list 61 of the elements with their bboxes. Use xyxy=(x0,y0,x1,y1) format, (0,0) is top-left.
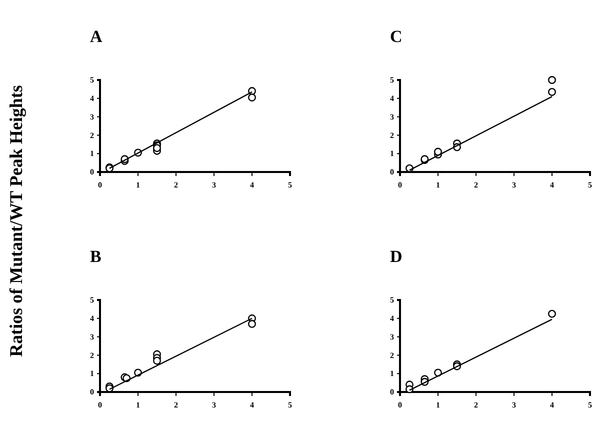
x-tick-label: 1 xyxy=(436,180,440,190)
x-tick-label: 4 xyxy=(250,400,254,410)
y-tick-label: 5 xyxy=(390,76,394,85)
y-tick-label: 5 xyxy=(390,296,394,305)
x-tick-label: 2 xyxy=(174,400,178,410)
y-tick-label: 0 xyxy=(390,388,394,397)
x-tick-label: 5 xyxy=(288,400,292,410)
x-tick-label: 3 xyxy=(512,400,516,410)
point xyxy=(434,148,442,156)
x-tick-label: 1 xyxy=(136,400,140,410)
point xyxy=(548,88,556,96)
y-tick-label: 1 xyxy=(390,369,394,378)
y-tick-label: 4 xyxy=(90,314,94,323)
y-tick-label: 2 xyxy=(90,130,94,140)
point xyxy=(153,356,161,365)
x-tick-label: 3 xyxy=(212,400,216,410)
x-tick-label: 0 xyxy=(98,400,102,410)
y-tick-label: 5 xyxy=(90,76,94,85)
point xyxy=(153,144,161,152)
chart-title: B xyxy=(90,247,102,266)
point xyxy=(248,94,256,102)
y-tick-label: 0 xyxy=(90,388,94,397)
y-tick-label: 4 xyxy=(390,94,394,103)
x-tick-label: 3 xyxy=(512,180,516,190)
y-tick-label: 2 xyxy=(390,130,394,140)
x-tick-label: 0 xyxy=(98,180,102,190)
x-tick-label: 0 xyxy=(398,180,402,190)
point xyxy=(548,76,556,84)
y-tick-label: 3 xyxy=(90,332,94,342)
chart-title: D xyxy=(390,247,402,266)
y-tick-label: 4 xyxy=(90,94,94,103)
y-tick-label: 5 xyxy=(90,296,94,305)
x-tick-label: 5 xyxy=(288,180,292,190)
y-tick-label: 3 xyxy=(390,332,394,342)
y-tick-label: 0 xyxy=(90,168,94,177)
x-tick-label: 4 xyxy=(250,180,254,190)
x-tick-label: 1 xyxy=(436,400,440,410)
y-tick-label: 3 xyxy=(390,112,394,122)
x-tick-label: 2 xyxy=(474,180,478,190)
y-tick-label: 1 xyxy=(390,149,394,158)
y-axis-title: Ratios of Mutant/WT Peak Heights xyxy=(6,85,26,357)
y-tick-label: 1 xyxy=(90,149,94,158)
point xyxy=(248,320,256,328)
y-tick-label: 0 xyxy=(390,168,394,177)
y-tick-label: 1 xyxy=(90,369,94,378)
x-tick-label: 5 xyxy=(588,180,592,190)
y-tick-label: 2 xyxy=(390,350,394,360)
x-tick-label: 4 xyxy=(550,400,554,410)
x-tick-label: 1 xyxy=(136,180,140,190)
y-tick-label: 4 xyxy=(390,314,394,323)
y-tick-label: 3 xyxy=(90,112,94,122)
chart-title: A xyxy=(90,27,103,46)
x-tick-label: 4 xyxy=(550,180,554,190)
chart-title: C xyxy=(390,27,402,46)
x-tick-label: 0 xyxy=(398,400,402,410)
y-tick-label: 2 xyxy=(90,350,94,360)
point xyxy=(548,310,556,318)
x-tick-label: 2 xyxy=(174,180,178,190)
x-tick-label: 2 xyxy=(474,400,478,410)
x-tick-label: 5 xyxy=(588,400,592,410)
x-tick-label: 3 xyxy=(212,180,216,190)
